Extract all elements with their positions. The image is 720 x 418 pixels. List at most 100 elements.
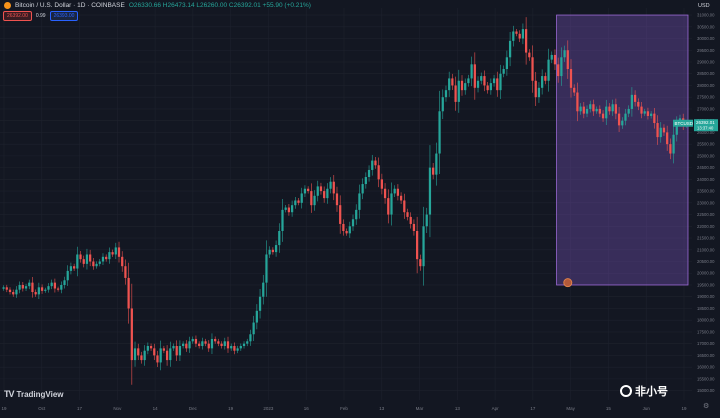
x-tick-label: 19: [1, 406, 7, 411]
candle-body: [524, 29, 528, 53]
candle-body: [44, 289, 47, 291]
ohlc-values: O26330.66 H26473.14 L26260.00 C26392.01 …: [128, 2, 311, 9]
candle-body: [512, 31, 515, 41]
candle-body: [111, 252, 114, 255]
y-tick-label: 20500.00: [697, 259, 715, 264]
candle-body: [444, 90, 448, 98]
candle-body: [406, 212, 409, 217]
candle-body: [188, 341, 191, 349]
candle-body: [502, 69, 505, 74]
y-tick-label: 23500.00: [697, 189, 715, 194]
candle-body: [412, 223, 416, 231]
candle-body: [172, 346, 175, 349]
x-tick-label: 17: [530, 406, 536, 411]
candle-body: [483, 76, 486, 86]
candle-body: [454, 85, 457, 102]
y-tick-label: 27500.00: [697, 95, 715, 100]
candle-body: [396, 188, 400, 196]
candle-body: [169, 348, 172, 361]
candle-body: [476, 80, 480, 88]
candle-body: [557, 64, 560, 77]
candle-body: [124, 266, 127, 278]
candle-body: [69, 266, 73, 271]
symbol-header[interactable]: Bitcoin / U.S. Dollar · 1D · COINBASE O2…: [4, 2, 311, 9]
candle-body: [489, 83, 492, 91]
candle-body: [650, 113, 653, 116]
candle-body: [156, 355, 159, 363]
candle-body: [194, 338, 198, 344]
currency-selector[interactable]: USD: [698, 3, 710, 9]
candle-body: [284, 207, 287, 210]
candle-body: [18, 284, 21, 290]
candle-body: [528, 52, 531, 58]
candle-body: [672, 134, 675, 154]
symbol-tag-label: BTCUSD: [675, 121, 694, 126]
candle-body: [464, 83, 467, 91]
candle-body: [633, 94, 637, 102]
candle-body: [85, 254, 89, 264]
candle-body: [608, 106, 611, 112]
candle-body: [66, 270, 69, 281]
candle-body: [207, 343, 210, 349]
candle-body: [28, 282, 31, 287]
candle-body: [249, 334, 252, 342]
x-tick-label: 19: [681, 406, 687, 411]
candle-body: [457, 80, 460, 102]
candle-body: [505, 57, 509, 70]
sell-button[interactable]: 26392.00: [3, 11, 32, 21]
candle-body: [534, 80, 537, 98]
candle-body: [531, 57, 534, 81]
candle-body: [105, 256, 108, 260]
candle-body: [242, 343, 246, 347]
candle-body: [643, 111, 646, 114]
candle-body: [589, 104, 592, 109]
candle-body: [133, 348, 137, 361]
candle-body: [403, 200, 406, 213]
candle-body: [287, 207, 291, 213]
candle-body: [153, 348, 156, 356]
symbol-title: Bitcoin / U.S. Dollar · 1D · COINBASE: [15, 2, 125, 9]
x-tick-label: Nov: [113, 406, 122, 411]
y-tick-label: 30500.00: [697, 24, 715, 29]
x-tick-label: 14: [153, 406, 159, 411]
candle-body: [614, 104, 617, 114]
candle-body: [79, 254, 82, 260]
candle-body: [646, 111, 650, 116]
candle-body: [198, 343, 201, 347]
highlight-range-box[interactable]: [556, 14, 689, 286]
candle-body: [637, 101, 640, 107]
candle-body: [518, 33, 521, 39]
currency-label: USD: [698, 3, 710, 9]
candle-body: [374, 160, 377, 166]
candle-body: [223, 341, 226, 347]
candle-body: [585, 108, 589, 114]
candles: [2, 17, 688, 385]
y-tick-label: 15500.00: [697, 376, 715, 381]
candle-body: [448, 78, 451, 91]
y-tick-label: 16500.00: [697, 353, 715, 358]
y-tick-label: 22000.00: [697, 224, 715, 229]
y-tick-label: 25500.00: [697, 142, 715, 147]
candle-body: [480, 76, 483, 81]
candle-body: [419, 259, 422, 267]
settings-gear-icon[interactable]: ⚙: [703, 403, 710, 410]
candle-body: [34, 292, 37, 295]
candle-body: [383, 188, 387, 199]
grid: [0, 8, 692, 400]
low-marker: [563, 278, 573, 288]
candle-body: [230, 346, 233, 349]
candle-body: [666, 132, 669, 145]
candle-body: [486, 85, 489, 91]
candle-body: [541, 76, 544, 88]
candle-body: [345, 230, 348, 234]
candle-body: [31, 282, 34, 293]
candle-body: [303, 188, 307, 194]
candle-body: [204, 341, 207, 344]
candle-body: [339, 205, 342, 224]
candle-body: [601, 113, 605, 119]
buy-button[interactable]: 26393.00: [49, 11, 79, 21]
candle-body: [265, 254, 268, 283]
candle-body: [313, 195, 316, 206]
